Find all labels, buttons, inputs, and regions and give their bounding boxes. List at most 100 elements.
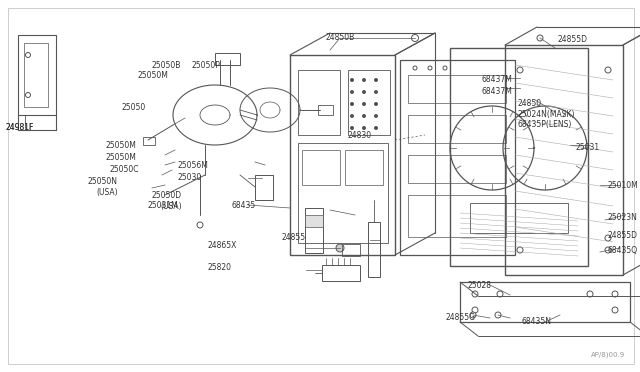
Text: 68435N: 68435N [522, 317, 552, 327]
Text: 68435P(LENS): 68435P(LENS) [518, 121, 572, 129]
Text: 25024N(MASK): 25024N(MASK) [518, 109, 575, 119]
Text: AP/8)00.9: AP/8)00.9 [591, 352, 625, 358]
Bar [255, 175, 273, 200]
Text: 24850B: 24850B [325, 33, 355, 42]
Circle shape [351, 115, 353, 118]
Circle shape [351, 126, 353, 129]
Circle shape [374, 115, 378, 118]
Circle shape [412, 35, 419, 42]
Circle shape [517, 67, 523, 73]
Circle shape [605, 247, 611, 253]
Text: 25050B: 25050B [152, 61, 181, 70]
Circle shape [605, 67, 611, 73]
Bar [305, 208, 323, 253]
Bar [348, 70, 390, 135]
Text: 25056M: 25056M [178, 160, 209, 170]
Text: (USA): (USA) [160, 202, 182, 212]
Bar [143, 137, 155, 145]
Circle shape [374, 126, 378, 129]
Text: 25050: 25050 [122, 103, 147, 112]
Text: (USA): (USA) [96, 189, 118, 198]
Text: 25050P: 25050P [192, 61, 221, 70]
Text: 25023N: 25023N [608, 214, 638, 222]
Bar [302, 150, 340, 185]
Bar [408, 115, 506, 143]
Text: 24855D: 24855D [608, 231, 638, 240]
Circle shape [517, 247, 523, 253]
Circle shape [351, 103, 353, 106]
Text: 24865X: 24865X [208, 241, 237, 250]
Circle shape [374, 103, 378, 106]
Text: 25050M: 25050M [138, 71, 169, 80]
Bar [368, 222, 380, 277]
Bar [408, 75, 506, 103]
Circle shape [374, 78, 378, 81]
Text: 24981F: 24981F [5, 124, 33, 132]
Circle shape [26, 93, 31, 97]
Text: 25031M: 25031M [147, 201, 178, 209]
Text: 24855: 24855 [282, 234, 306, 243]
Circle shape [428, 66, 432, 70]
Text: 25050D: 25050D [152, 190, 182, 199]
Circle shape [351, 90, 353, 93]
Bar [322, 265, 360, 281]
Circle shape [26, 52, 31, 58]
Circle shape [443, 66, 447, 70]
Bar [24, 43, 48, 107]
Circle shape [362, 126, 365, 129]
Circle shape [197, 222, 203, 228]
Bar [298, 70, 340, 135]
Text: 25031: 25031 [575, 144, 599, 153]
Bar [345, 150, 383, 185]
Text: 25050M: 25050M [106, 141, 137, 150]
Text: 24981F: 24981F [5, 124, 33, 132]
Text: 25050M: 25050M [106, 154, 137, 163]
Bar [400, 60, 515, 255]
Text: 68437M: 68437M [482, 76, 513, 84]
Bar [215, 53, 240, 65]
Bar [460, 282, 630, 322]
Text: 68435Q: 68435Q [608, 246, 638, 254]
Circle shape [497, 291, 503, 297]
Bar [450, 48, 588, 266]
Text: 25820: 25820 [208, 263, 232, 273]
Circle shape [587, 291, 593, 297]
Bar [305, 215, 323, 227]
Text: 68437M: 68437M [482, 87, 513, 96]
Text: 24855D: 24855D [558, 35, 588, 45]
Circle shape [495, 312, 501, 318]
Text: 25010M: 25010M [608, 180, 639, 189]
Text: 25050C: 25050C [110, 166, 140, 174]
Circle shape [362, 103, 365, 106]
Circle shape [362, 78, 365, 81]
Text: 24855G: 24855G [445, 314, 475, 323]
Circle shape [605, 235, 611, 241]
Circle shape [612, 307, 618, 313]
Circle shape [413, 66, 417, 70]
Bar [298, 143, 388, 243]
Circle shape [362, 115, 365, 118]
Circle shape [336, 244, 344, 252]
Text: 68435: 68435 [232, 201, 256, 209]
Bar [342, 244, 360, 256]
Circle shape [351, 78, 353, 81]
Text: 25050N: 25050N [88, 177, 118, 186]
Bar [18, 35, 56, 115]
Circle shape [362, 90, 365, 93]
Bar [408, 195, 506, 237]
Circle shape [374, 90, 378, 93]
Text: 24850: 24850 [518, 99, 542, 108]
Text: 25028: 25028 [468, 280, 492, 289]
Bar [318, 105, 333, 115]
Circle shape [470, 312, 476, 318]
Circle shape [472, 291, 478, 297]
Circle shape [612, 291, 618, 297]
Bar [408, 155, 506, 183]
Bar [505, 45, 623, 275]
Text: 24830: 24830 [348, 131, 372, 140]
Bar [290, 55, 395, 255]
Circle shape [537, 35, 543, 41]
Text: 25030: 25030 [178, 173, 202, 183]
Bar [470, 203, 568, 233]
Circle shape [472, 307, 478, 313]
